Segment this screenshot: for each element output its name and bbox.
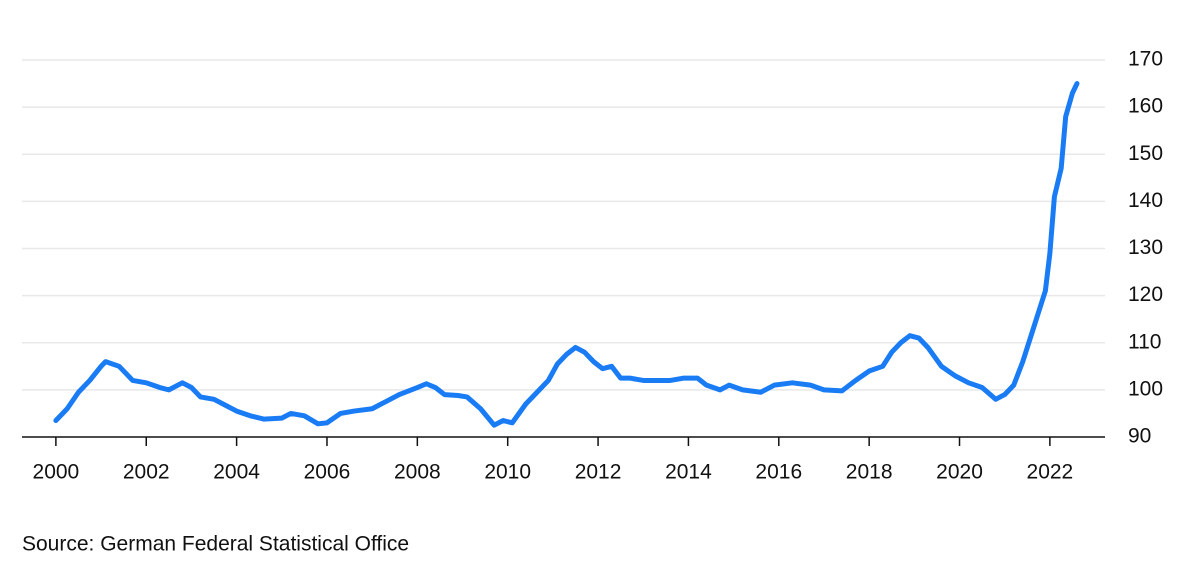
x-tick-label: 2018 [846,461,893,484]
x-tick-label: 2012 [575,461,622,484]
y-tick-label: 120 [1128,283,1163,306]
y-tick-label: 150 [1128,142,1163,165]
x-tick-label: 2010 [484,461,531,484]
y-tick-label: 170 [1128,48,1163,71]
x-tick-label: 2014 [665,461,712,484]
y-tick-label: 160 [1128,95,1163,118]
x-tick-label: 2016 [755,461,802,484]
x-tick-label: 2008 [394,461,441,484]
x-tick-label: 2022 [1027,461,1074,484]
x-tick-label: 2020 [936,461,983,484]
y-tick-label: 100 [1128,377,1163,400]
data-line [53,81,1080,428]
y-tick-label: 110 [1128,330,1161,353]
y-tick-label: 130 [1128,236,1163,259]
x-tick-label: 2002 [123,461,170,484]
y-tick-label: 90 [1128,425,1151,448]
x-tick-label: 2000 [33,461,80,484]
x-tick-label: 2004 [213,461,260,484]
y-tick-label: 140 [1128,189,1163,212]
x-tick-label: 2006 [304,461,351,484]
source-note: Source: German Federal Statistical Offic… [22,533,409,556]
